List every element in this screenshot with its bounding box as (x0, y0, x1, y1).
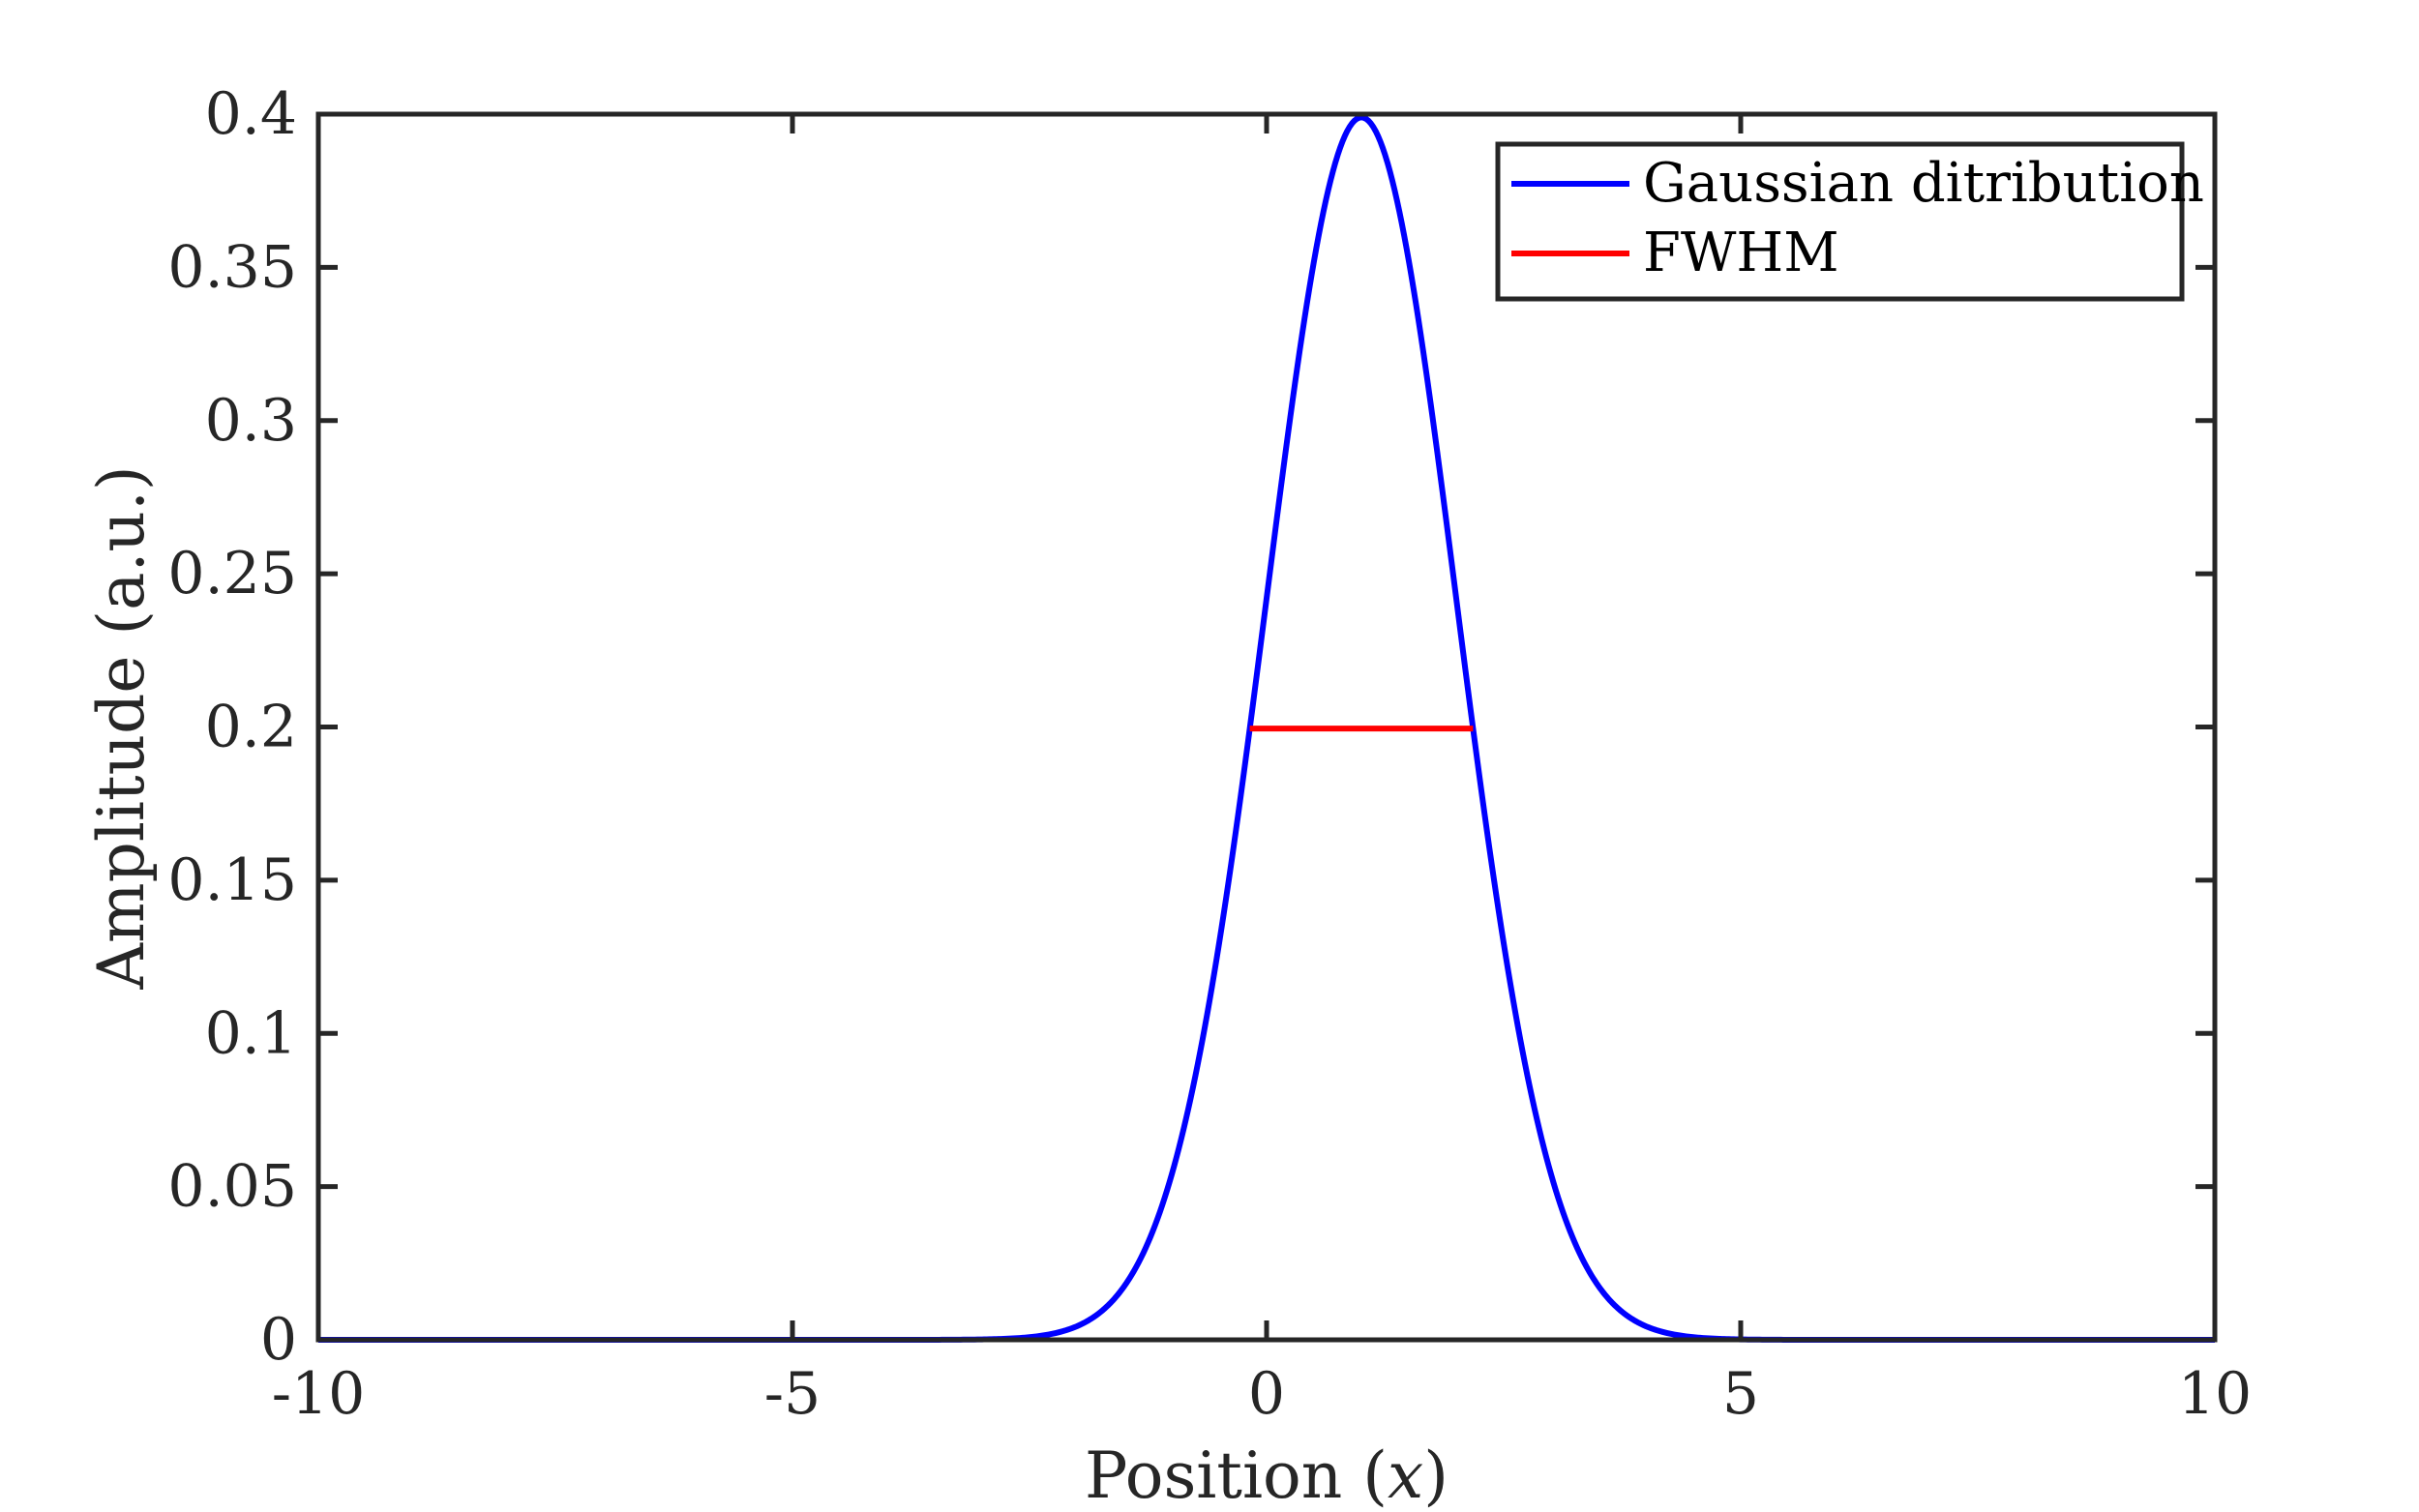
y-tick-label: 0.2 (205, 694, 297, 761)
y-tick-label: 0.05 (167, 1153, 297, 1221)
x-tick-label: -5 (764, 1360, 821, 1428)
legend-label-fwhm: FWHM (1643, 222, 1839, 284)
y-tick-label: 0.25 (167, 540, 297, 608)
y-axis-label: Amplitude (a.u.) (84, 465, 159, 990)
legend-box (1495, 141, 2185, 302)
legend-label-gaussian: Gaussian ditribution (1643, 152, 2204, 215)
y-tick-label: 0 (260, 1306, 297, 1374)
y-tick-label: 0.35 (167, 233, 297, 301)
y-tick-label: 0.1 (205, 999, 297, 1067)
x-tick-label: -10 (272, 1360, 366, 1428)
legend: Gaussian ditribution FWHM (1495, 141, 2204, 302)
y-tick-labels: 0 0.05 0.1 0.15 0.2 0.25 0.3 0.35 0.4 (167, 80, 297, 1374)
x-tick-label: 5 (1722, 1360, 1759, 1428)
axes-box (315, 111, 2218, 1343)
x-tick-labels: -10 -5 0 5 10 (272, 1360, 2252, 1428)
x-tick-label: 0 (1248, 1360, 1285, 1428)
y-tick-label: 0.4 (205, 80, 297, 148)
x-axis-label: Position (x) (1085, 1438, 1448, 1512)
y-tick-label: 0.3 (205, 387, 297, 455)
y-tick-label: 0.15 (167, 846, 297, 914)
x-tick-label: 10 (2178, 1360, 2252, 1428)
